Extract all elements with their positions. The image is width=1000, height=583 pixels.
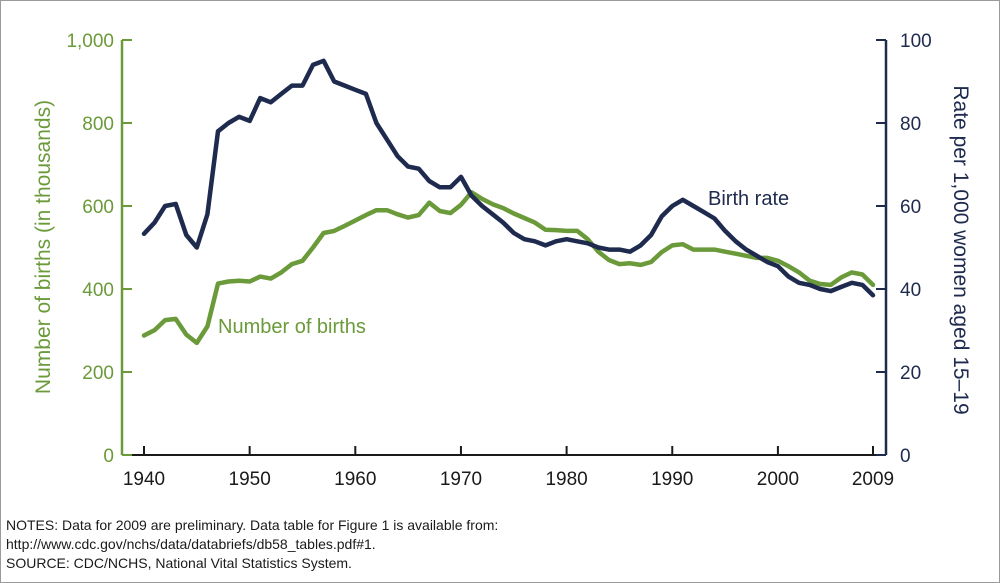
right-tick-label: 20 [900,363,921,384]
left-tick-label: 1,000 [66,31,114,52]
x-tick-label: 1990 [651,469,693,490]
notes-line-3: SOURCE: CDC/NCHS, National Vital Statist… [6,555,352,571]
x-tick-label: 1950 [229,469,271,490]
series-label-number-of-births: Number of births [218,316,366,338]
notes-line-1: NOTES: Data for 2009 are preliminary. Da… [6,517,499,533]
series-label-birth-rate: Birth rate [708,188,789,210]
right-tick-label: 80 [900,114,921,135]
x-tick-label: 2009 [852,469,894,490]
right-tick-label: 0 [900,446,911,467]
x-tick-label: 1980 [545,469,587,490]
left-tick-label: 200 [82,363,114,384]
series-layer [141,58,876,346]
x-tick-label: 1960 [334,469,376,490]
right-tick-label: 60 [900,197,921,218]
series-number-of-births [141,190,876,346]
left-axis-ticks: 0 200 400 600 800 1,000 [66,31,132,467]
series-line-number-of-births [141,190,876,346]
left-tick-label: 0 [103,446,114,467]
x-axis-ticks: 1940 1950 1960 1970 1980 1990 2000 2009 [123,446,894,490]
right-axis-title: Rate per 1,000 women aged 15–19 [949,85,972,414]
left-tick-label: 600 [82,197,114,218]
notes-line-2: http://www.cdc.gov/nchs/data/databriefs/… [6,536,376,552]
left-axis-title: Number of births (in thousands) [32,100,55,394]
x-tick-label: 1970 [440,469,482,490]
right-axis-ticks: 0 20 40 60 80 100 [876,31,932,467]
x-tick-label: 1940 [123,469,165,490]
axes-layer [120,40,888,456]
left-tick-label: 400 [82,280,114,301]
right-tick-label: 100 [900,31,932,52]
series-line-birth-rate [141,58,876,298]
right-tick-label: 40 [900,280,921,301]
series-birth-rate [141,58,876,298]
x-tick-label: 2000 [757,469,799,490]
left-tick-label: 800 [82,114,114,135]
chart: 0 200 400 600 800 1,000 0 20 40 60 80 100 1940 1950… [32,31,972,490]
notes: NOTES: Data for 2009 are preliminary. Da… [6,516,986,573]
